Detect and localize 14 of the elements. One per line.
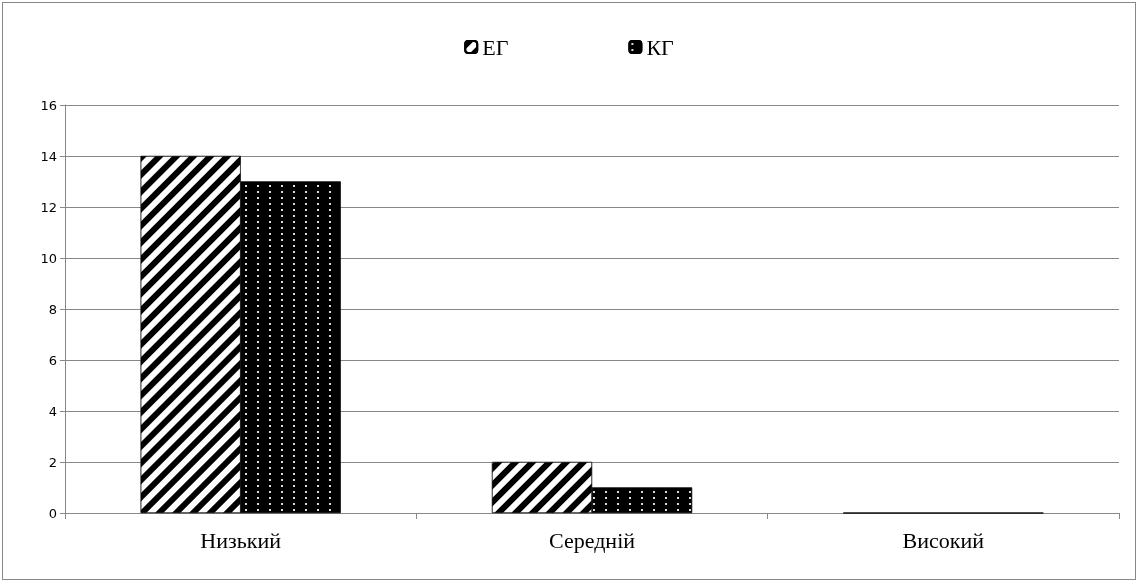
y-tick-label: 4	[48, 403, 57, 419]
legend-label: ЕГ	[482, 34, 509, 60]
y-tick-label: 8	[48, 301, 57, 317]
y-tick-label: 0	[48, 505, 57, 521]
x-tick-label: Високий	[902, 527, 985, 553]
y-tick-label: 10	[40, 250, 57, 266]
y-tick-label: 6	[48, 352, 57, 368]
x-tick-label: Середній	[548, 527, 636, 553]
y-tick-label: 12	[40, 199, 57, 215]
x-tick-label: Низький	[200, 527, 282, 553]
legend-label: КГ	[646, 34, 675, 60]
y-tick-label: 16	[40, 97, 57, 113]
y-tick-label: 2	[48, 454, 57, 470]
y-tick-label: 14	[40, 148, 57, 164]
